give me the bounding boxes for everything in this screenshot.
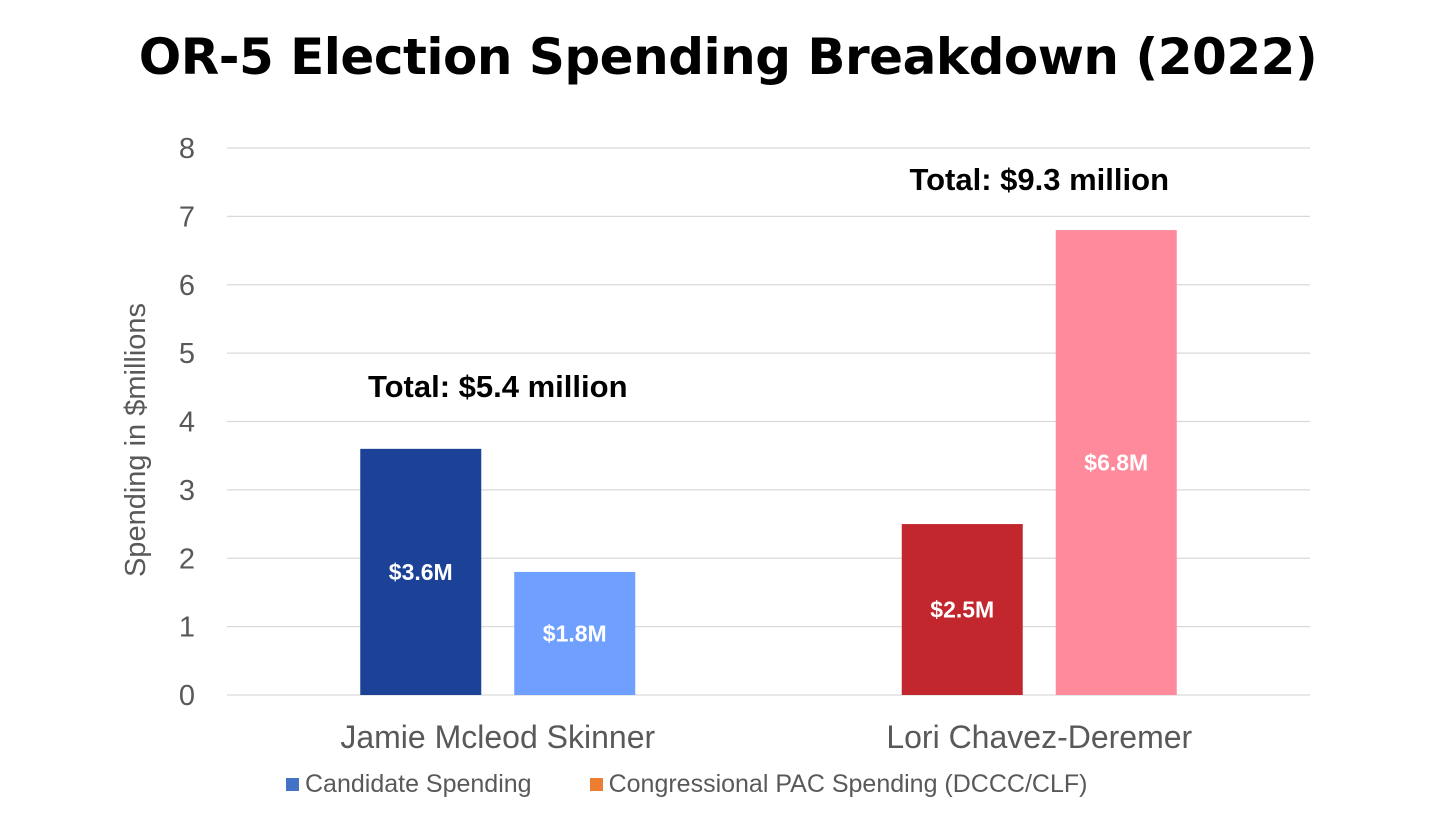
legend: Candidate Spending Congressional PAC Spe… [286,770,1145,799]
y-tick-label-6: 6 [179,270,195,302]
legend-item-pac: Congressional PAC Spending (DCCC/CLF) [589,770,1088,799]
legend-item-candidate: Candidate Spending [286,770,532,799]
bar-pac-1 [1055,230,1177,696]
total-annotation-1: Total: $9.3 million [909,162,1169,197]
y-tick-label-2: 2 [179,543,195,575]
bar-pac-0 [514,571,636,695]
legend-label-candidate: Candidate Spending [305,770,532,798]
bar-candidate-1 [901,524,1023,695]
bar-label-pac-0: $1.8M [543,620,607,646]
bar-label-pac-1: $6.8M [1084,450,1148,476]
y-tick-label-8: 8 [179,133,195,165]
y-tick-label-5: 5 [179,338,195,370]
legend-swatch-pac [589,778,603,791]
y-tick-label-0: 0 [179,680,195,712]
bar-label-candidate-0: $3.6M [389,559,453,585]
y-tick-label-7: 7 [179,201,195,233]
y-tick-label-4: 4 [179,407,195,439]
y-tick-label-3: 3 [179,475,195,507]
bar-label-candidate-1: $2.5M [930,597,994,623]
bar-candidate-0 [360,448,482,695]
x-tick-label-1: Lori Chavez-Deremer [886,719,1192,755]
chart-title: OR-5 Election Spending Breakdown (2022) [138,28,1318,86]
y-axis-label: Spending in $millions [120,303,152,577]
total-annotation-0: Total: $5.4 million [368,369,628,404]
x-tick-label-0: Jamie Mcleod Skinner [340,719,655,755]
y-tick-label-1: 1 [179,612,195,644]
legend-label-pac: Congressional PAC Spending (DCCC/CLF) [608,770,1088,798]
legend-swatch-candidate [286,778,299,791]
